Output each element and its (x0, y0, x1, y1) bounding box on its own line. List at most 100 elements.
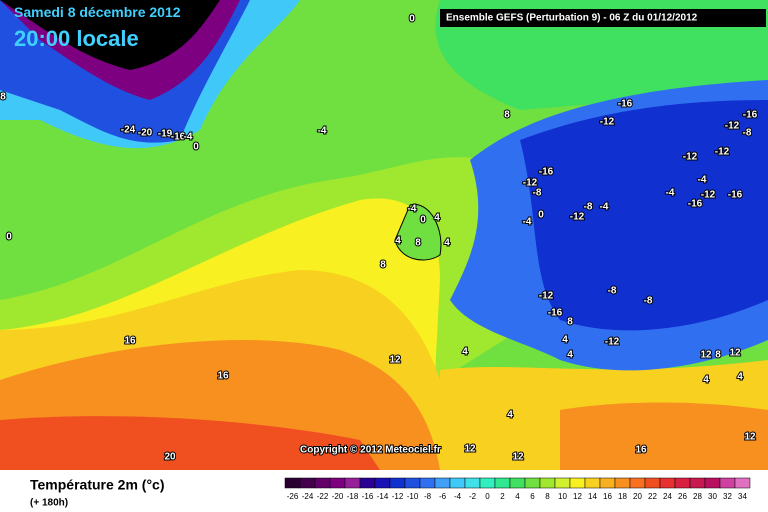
scale-label: -4 (454, 492, 462, 501)
contour-label: -19 (158, 129, 173, 140)
contour-label: 4 (703, 375, 709, 386)
color-swatch (554, 477, 571, 489)
contour-label: 4 (507, 410, 513, 421)
scale-label: 6 (530, 492, 535, 501)
scale-label: 24 (663, 492, 672, 501)
contour-label: 12 (700, 350, 712, 361)
contour-label: -12 (701, 190, 716, 201)
color-swatch (374, 477, 391, 489)
scale-label: -12 (392, 492, 404, 501)
contour-label: -8 (584, 202, 593, 213)
color-swatch (344, 477, 361, 489)
contour-label: 8 (504, 110, 510, 121)
color-swatch (719, 477, 736, 489)
contour-label: -12 (683, 152, 698, 163)
contour-label: 0 (6, 232, 12, 243)
contour-label: -4 (698, 175, 707, 186)
scale-label: 2 (500, 492, 505, 501)
contour-label: -16 (539, 167, 554, 178)
scale-label: 10 (558, 492, 567, 501)
scale-label: -2 (469, 492, 477, 501)
contour-label: -4 (523, 217, 532, 228)
color-swatch (434, 477, 451, 489)
contour-label: 20 (164, 452, 176, 463)
contour-label: 4 (434, 213, 440, 224)
color-swatch (674, 477, 691, 489)
contour-label: 0 (420, 215, 426, 226)
contour-label: -16 (728, 190, 743, 201)
scale-label: 26 (678, 492, 687, 501)
scale-label: 18 (618, 492, 627, 501)
time-title: 20:00 locale (14, 26, 139, 51)
color-swatch (614, 477, 631, 489)
legend-subtitle: (+ 180h) (30, 498, 68, 509)
legend-title: Température 2m (°c) (30, 477, 165, 493)
contour-label: 4 (395, 236, 401, 247)
contour-label: 0 (409, 14, 415, 25)
contour-label: -4 (408, 204, 417, 215)
contour-label: 12 (464, 444, 476, 455)
date-title: Samedi 8 décembre 2012 (14, 4, 181, 20)
scale-label: -26 (287, 492, 299, 501)
copyright: Copyright © 2012 Meteociel.fr (300, 445, 441, 456)
scale-label: 14 (588, 492, 597, 501)
scale-label: 8 (545, 492, 550, 501)
scale-label: 22 (648, 492, 657, 501)
contour-label: 0 (193, 142, 199, 153)
contour-label: -20 (138, 128, 153, 139)
contour-label: -16 (618, 99, 633, 110)
color-swatch (419, 477, 436, 489)
color-swatch (329, 477, 346, 489)
contour-labels: 08-24 -20 -19-16-40-48-16-12 -12-16-8-16-12… (0, 13, 759, 464)
color-swatch (629, 477, 646, 489)
contour-label: -12 (715, 147, 730, 158)
contour-label: -4 (666, 188, 675, 199)
contour-label: 8 (715, 350, 721, 361)
contour-label: 16 (124, 336, 136, 347)
color-swatch (704, 477, 721, 489)
color-swatch (389, 477, 406, 489)
scale-label: -18 (347, 492, 359, 501)
contour-label: -4 (318, 126, 327, 137)
scale-label: 12 (573, 492, 582, 501)
color-swatch (359, 477, 376, 489)
color-swatch (584, 477, 601, 489)
scale-label: 16 (603, 492, 612, 501)
model-info: Ensemble GEFS (Perturbation 9) - 06 Z du… (446, 13, 698, 24)
scale-label: -20 (332, 492, 344, 501)
contour-label: -16 (548, 308, 563, 319)
color-swatch (509, 477, 526, 489)
contour-label: 4 (567, 350, 573, 361)
contour-label: 8 (380, 260, 386, 271)
scale-label: -16 (362, 492, 374, 501)
contour-label: -16 (743, 110, 758, 121)
color-swatch (284, 477, 301, 489)
contour-label: -8 (608, 286, 617, 297)
scale-label: -22 (317, 492, 329, 501)
scale-label: -14 (377, 492, 389, 501)
color-swatch (314, 477, 331, 489)
contour-label: -12 (600, 117, 615, 128)
contour-label: -12 (539, 291, 554, 302)
contour-label: 4 (562, 335, 568, 346)
scale-label: 28 (693, 492, 702, 501)
contour-label: -16 (688, 199, 703, 210)
contour-label: 4 (444, 238, 450, 249)
contour-label: 12 (512, 452, 524, 463)
contour-label: -24 (121, 125, 136, 136)
contour-label: 16 (635, 445, 647, 456)
color-swatch (524, 477, 541, 489)
contour-label: 12 (389, 355, 401, 366)
contour-label: 0 (538, 210, 544, 221)
scale-label: 0 (485, 492, 490, 501)
color-swatch (539, 477, 556, 489)
color-swatch (299, 477, 316, 489)
scale-label: -10 (407, 492, 419, 501)
color-swatch (449, 477, 466, 489)
contour-label: 12 (744, 432, 756, 443)
map-background (0, 0, 768, 470)
scale-label: 4 (515, 492, 520, 501)
color-scale: -26 -24 -22 -20 -18 -16 -14 -12 -10 -8 -6 -4 -2 0 2 4 6 8… (284, 477, 751, 501)
contour-label: 8 (567, 317, 573, 328)
contour-label: 8 (415, 238, 421, 249)
